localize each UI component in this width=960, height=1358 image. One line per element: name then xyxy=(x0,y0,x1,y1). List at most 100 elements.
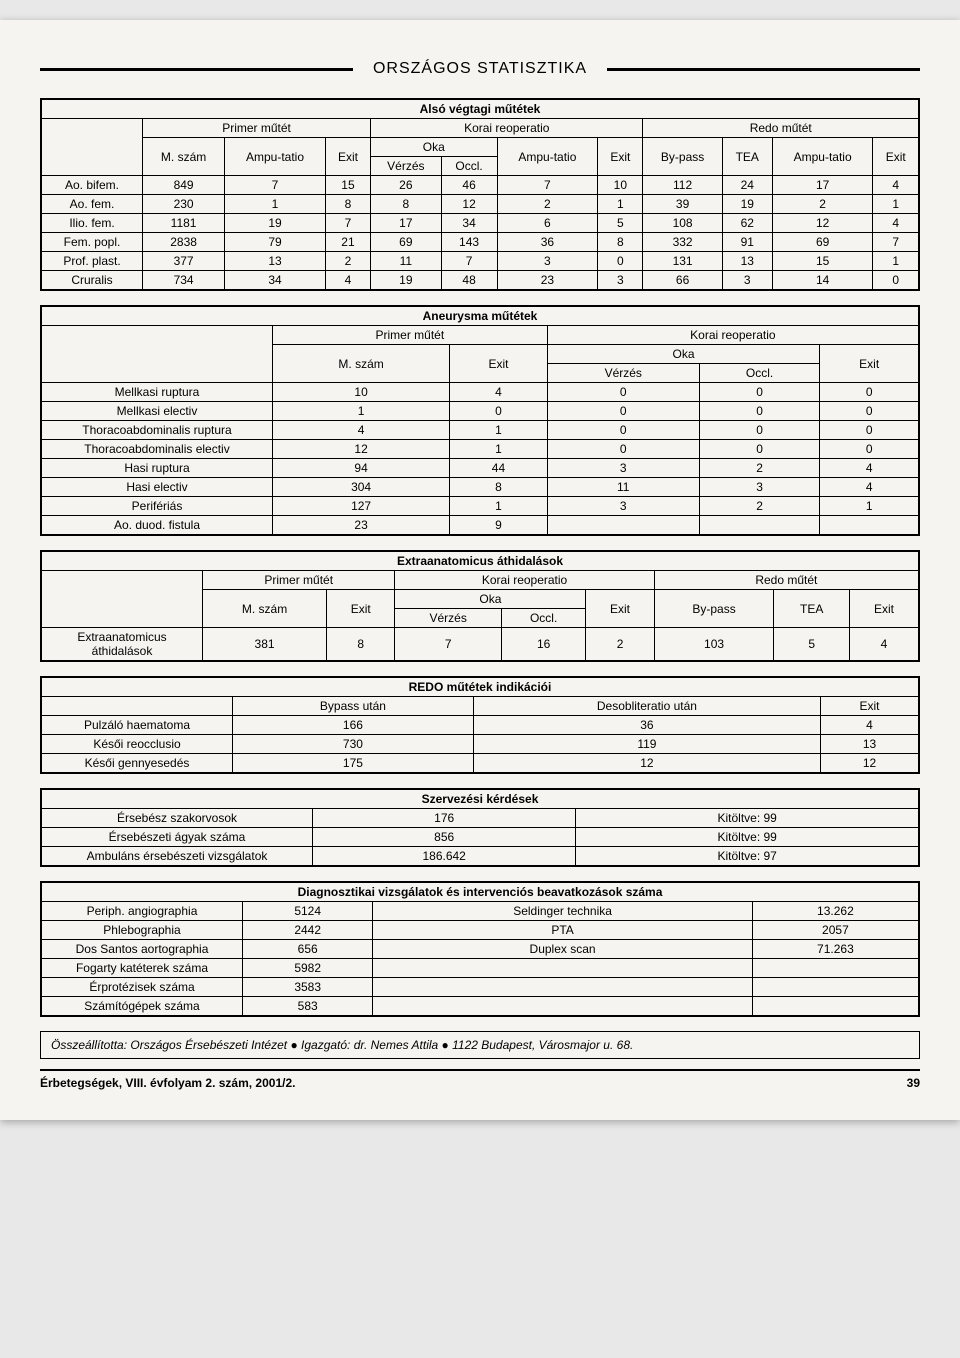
cell: 3 xyxy=(547,497,699,516)
cell: 69 xyxy=(371,233,442,252)
table-row: Érsebész szakorvosok176Kitöltve: 99 xyxy=(41,809,919,828)
table-extraanatomicus: Extraanatomicus áthidalások Primer műtét… xyxy=(40,550,920,662)
cell: 0 xyxy=(547,421,699,440)
cell: 2 xyxy=(772,195,873,214)
table-row: Ilio. fem.118119717346510862124 xyxy=(41,214,919,233)
table-row: Cruralis7343441948233663140 xyxy=(41,271,919,291)
cell: 13 xyxy=(820,735,919,754)
t6-body: Periph. angiographia5124Seldinger techni… xyxy=(41,902,919,1017)
cell: 1 xyxy=(820,497,919,516)
cell: Phlebographia xyxy=(41,921,243,940)
cell: 0 xyxy=(820,421,919,440)
table-row: Érsebészeti ágyak száma856Kitöltve: 99 xyxy=(41,828,919,847)
cell: 1 xyxy=(873,252,919,271)
cell: 39 xyxy=(643,195,722,214)
cell: 175 xyxy=(233,754,474,774)
table-row: Thoracoabdominalis electiv121000 xyxy=(41,440,919,459)
t4-body: Pulzáló haematoma166364Késői reocclusio7… xyxy=(41,716,919,774)
cell: 8 xyxy=(327,628,395,662)
cell: 332 xyxy=(643,233,722,252)
cell: 0 xyxy=(547,383,699,402)
cell: 2 xyxy=(586,628,654,662)
cell xyxy=(752,959,919,978)
cell: Fogarty katéterek száma xyxy=(41,959,243,978)
cell: 69 xyxy=(772,233,873,252)
cell: 1 xyxy=(873,195,919,214)
table-row: Mellkasi ruptura104000 xyxy=(41,383,919,402)
cell: 5 xyxy=(774,628,850,662)
table-row: Thoracoabdominalis ruptura41000 xyxy=(41,421,919,440)
table-row: Késői gennyesedés1751212 xyxy=(41,754,919,774)
table-row: Ao. fem.2301881221391921 xyxy=(41,195,919,214)
cell: 13 xyxy=(225,252,326,271)
cell: 4 xyxy=(820,716,919,735)
row-label: Ao. bifem. xyxy=(41,176,143,195)
t3-body: Extraanatomicus áthidalások3818716210354 xyxy=(41,628,919,662)
table-row: Érprotézisek száma3583 xyxy=(41,978,919,997)
cell xyxy=(373,997,752,1017)
cell: 8 xyxy=(450,478,548,497)
table-row: Pulzáló haematoma166364 xyxy=(41,716,919,735)
cell: 7 xyxy=(873,233,919,252)
table-row: Dos Santos aortographia656Duplex scan71.… xyxy=(41,940,919,959)
cell: 1 xyxy=(450,440,548,459)
row-label: Thoracoabdominalis ruptura xyxy=(41,421,273,440)
cell: 48 xyxy=(441,271,497,291)
cell: 3 xyxy=(547,459,699,478)
cell: 91 xyxy=(722,233,772,252)
cell: 103 xyxy=(654,628,774,662)
row-label: Thoracoabdominalis electiv xyxy=(41,440,273,459)
cell: 79 xyxy=(225,233,326,252)
cell: 2 xyxy=(699,497,820,516)
cell: 15 xyxy=(772,252,873,271)
table-row: Számítógépek száma583 xyxy=(41,997,919,1017)
row-label: Ao. duod. fistula xyxy=(41,516,273,536)
cell: 4 xyxy=(850,628,919,662)
cell: 0 xyxy=(450,402,548,421)
table-also-vegtagi: Alsó végtagi műtétek Primer műtét Korai … xyxy=(40,98,920,291)
row-label: Késői gennyesedés xyxy=(41,754,233,774)
cell: PTA xyxy=(373,921,752,940)
cell: 13.262 xyxy=(752,902,919,921)
cell: 1 xyxy=(450,421,548,440)
table3-title: Extraanatomicus áthidalások xyxy=(41,551,919,571)
cell: 8 xyxy=(325,195,370,214)
cell: 0 xyxy=(547,402,699,421)
cell: 7 xyxy=(225,176,326,195)
cell: Seldinger technika xyxy=(373,902,752,921)
cell: 1 xyxy=(598,195,643,214)
cell: 0 xyxy=(873,271,919,291)
cell: 381 xyxy=(203,628,327,662)
cell: 23 xyxy=(273,516,450,536)
cell: 6 xyxy=(497,214,598,233)
table-row: Fem. popl.283879216914336833291697 xyxy=(41,233,919,252)
cell xyxy=(373,978,752,997)
cell: 856 xyxy=(313,828,576,847)
cell: 730 xyxy=(233,735,474,754)
cell: 0 xyxy=(547,440,699,459)
row-label: Prof. plast. xyxy=(41,252,143,271)
cell: 143 xyxy=(441,233,497,252)
t5-body: Érsebész szakorvosok176Kitöltve: 99Érseb… xyxy=(41,809,919,867)
cell: Érprotézisek száma xyxy=(41,978,243,997)
cell: 12 xyxy=(273,440,450,459)
cell: 12 xyxy=(441,195,497,214)
table-row: Hasi electiv30481134 xyxy=(41,478,919,497)
cell: 1 xyxy=(273,402,450,421)
cell: 8 xyxy=(598,233,643,252)
table-row: Késői reocclusio73011913 xyxy=(41,735,919,754)
row-label: Ao. fem. xyxy=(41,195,143,214)
t1-group-primer: Primer műtét xyxy=(143,119,371,138)
cell: 21 xyxy=(325,233,370,252)
cell: 17 xyxy=(772,176,873,195)
cell: 377 xyxy=(143,252,225,271)
footer-box: Összeállította: Országos Érsebészeti Int… xyxy=(40,1031,920,1059)
cell: 5 xyxy=(598,214,643,233)
cell: 15 xyxy=(325,176,370,195)
cell: 108 xyxy=(643,214,722,233)
table-row: Phlebographia2442PTA2057 xyxy=(41,921,919,940)
cell: 0 xyxy=(820,440,919,459)
table-row: Perifériás1271321 xyxy=(41,497,919,516)
t1-body: Ao. bifem.849715264671011224174Ao. fem.2… xyxy=(41,176,919,291)
table4-title: REDO műtétek indikációi xyxy=(41,677,919,697)
